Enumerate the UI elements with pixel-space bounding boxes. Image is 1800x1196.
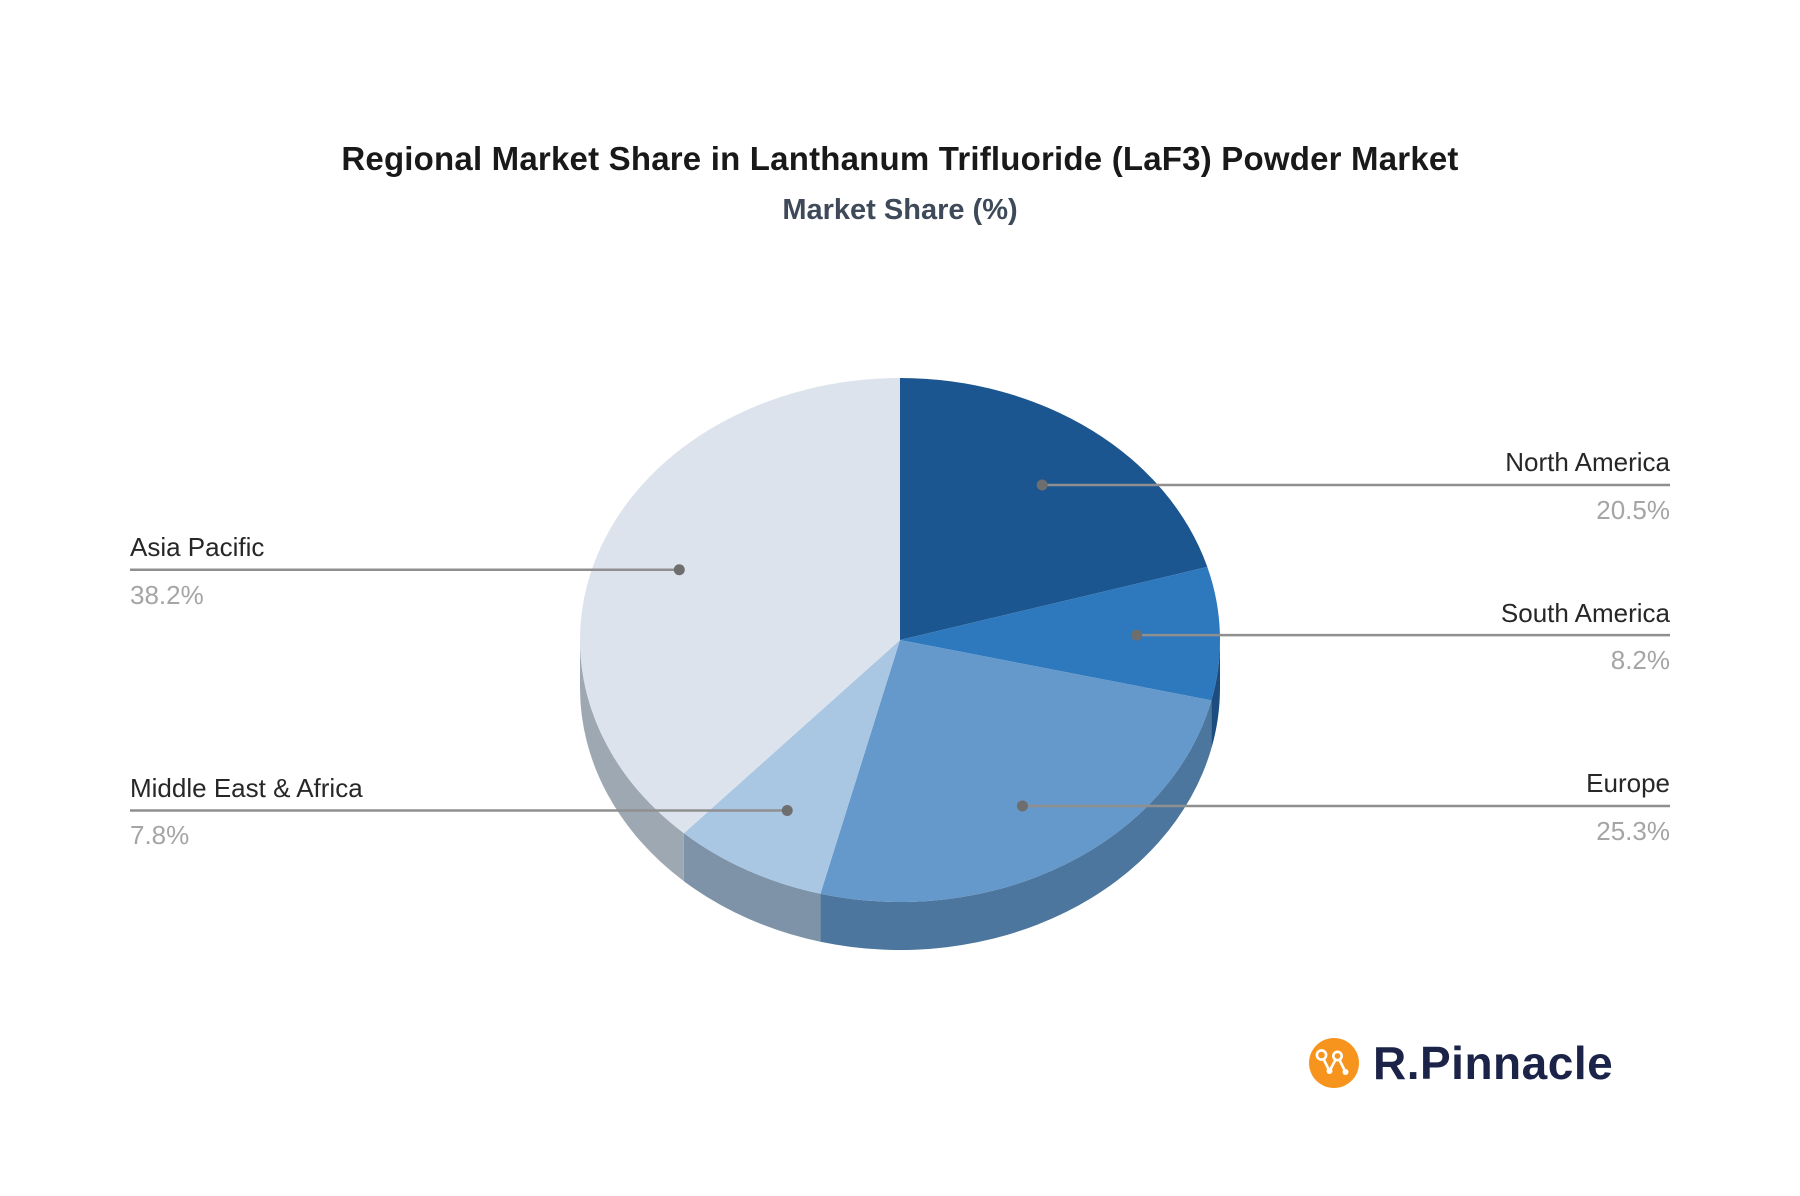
slice-anchor-dot [781, 804, 793, 816]
slice-anchor-dot [1016, 800, 1028, 812]
slice-anchor-dot [673, 564, 685, 576]
slice-anchor-dot [1036, 479, 1048, 491]
network-nodes-icon [1308, 1037, 1360, 1089]
slice-anchor-dot [1131, 629, 1143, 641]
pie-slice[interactable] [900, 566, 1220, 701]
pie-slice-side [1211, 640, 1220, 749]
pie-slice[interactable] [683, 640, 900, 894]
pie-slice-side [580, 640, 684, 882]
pie-slice[interactable] [579, 378, 900, 834]
pie-slice[interactable] [900, 378, 1208, 640]
chart-title: Regional Market Share in Lanthanum Trifl… [341, 140, 1459, 177]
logo-text: R.Pinnacle [1373, 1037, 1614, 1089]
chart-subtitle: Market Share (%) [782, 194, 1018, 226]
pie-slice-side [683, 833, 821, 942]
pie-slice[interactable] [820, 640, 1212, 902]
pie-slice-side [820, 700, 1212, 950]
logo: R.Pinnacle [1308, 1036, 1613, 1090]
